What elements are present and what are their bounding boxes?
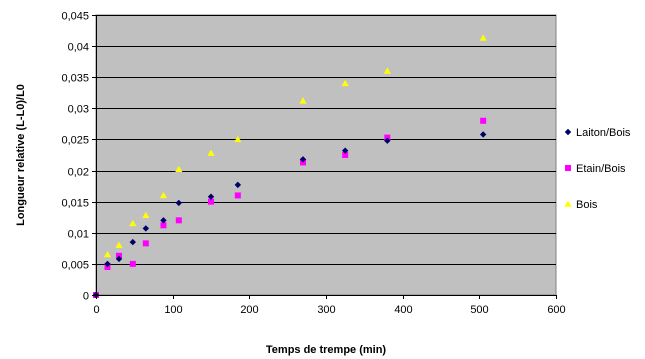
data-point-bois xyxy=(207,149,215,156)
y-tick-label: 0,025 xyxy=(61,135,89,147)
y-tick-label: 0,035 xyxy=(61,73,89,85)
y-tick-label: 0,02 xyxy=(68,167,89,179)
data-point-etain-bois xyxy=(342,152,349,158)
data-point-laiton-bois xyxy=(479,131,487,138)
data-point-etain-bois xyxy=(142,240,149,247)
data-point-bois xyxy=(175,165,183,173)
x-tick-label: 100 xyxy=(164,304,182,316)
data-point-laiton-bois xyxy=(115,255,123,263)
data-points-group xyxy=(92,34,487,299)
y-tick-label: 0,005 xyxy=(61,260,89,272)
data-point-etain-bois xyxy=(208,198,214,205)
plot-background xyxy=(95,14,557,296)
axes-group: Temps de trempe (min) Longueur relative … xyxy=(15,11,566,357)
y-tick-label: 0 xyxy=(83,291,89,303)
legend-marker-etain-bois xyxy=(565,165,571,171)
y-axis-title: Longueur relative (L-L0)/L0 xyxy=(15,84,27,226)
data-point-etain-bois xyxy=(480,117,487,124)
x-tick-label: 200 xyxy=(240,304,258,316)
legend-label-etain-bois: Etain/Bois xyxy=(576,163,626,175)
y-tick-label: 0,03 xyxy=(68,104,89,116)
x-tick-label: 400 xyxy=(394,304,412,316)
data-point-bois xyxy=(341,79,349,87)
x-axis-title: Temps de trempe (min) xyxy=(266,344,387,356)
data-point-bois xyxy=(115,241,123,248)
data-point-bois xyxy=(234,135,242,143)
data-point-laiton-bois xyxy=(175,199,182,207)
y-tick-label: 0,04 xyxy=(68,42,89,54)
data-point-bois xyxy=(479,34,487,41)
data-point-laiton-bois xyxy=(299,156,307,163)
data-point-laiton-bois xyxy=(104,260,111,268)
y-tick-label: 0,01 xyxy=(68,229,89,241)
plot-area-group xyxy=(95,14,557,296)
x-tick-label: 500 xyxy=(470,304,488,316)
y-tick-label: 0,015 xyxy=(61,198,89,210)
x-tick-label: 600 xyxy=(547,304,565,316)
legend-label-bois: Bois xyxy=(576,199,598,211)
data-point-laiton-bois xyxy=(207,193,215,200)
data-point-laiton-bois xyxy=(341,147,349,154)
data-point-laiton-bois xyxy=(160,217,167,224)
data-point-bois xyxy=(103,250,112,258)
data-point-laiton-bois xyxy=(234,181,242,189)
data-point-etain-bois xyxy=(175,217,182,224)
data-point-laiton-bois xyxy=(384,137,391,144)
legend-marker-laiton-bois xyxy=(564,128,572,136)
data-point-bois xyxy=(159,191,168,199)
data-point-bois xyxy=(299,97,307,104)
data-point-laiton-bois xyxy=(142,225,150,232)
data-point-bois xyxy=(383,67,391,74)
x-tick-label: 300 xyxy=(317,304,335,316)
data-point-etain-bois xyxy=(234,192,241,199)
legend: Laiton/Bois Etain/Bois Bois xyxy=(564,127,631,211)
data-point-bois xyxy=(142,211,150,219)
data-point-etain-bois xyxy=(129,260,136,267)
data-point-bois xyxy=(129,219,137,227)
legend-marker-bois xyxy=(564,200,572,207)
legend-label-laiton-bois: Laiton/Bois xyxy=(576,127,631,139)
y-tick-label: 0,045 xyxy=(61,11,89,23)
x-tick-label: 0 xyxy=(93,304,99,316)
data-point-laiton-bois xyxy=(129,238,136,246)
data-point-etain-bois xyxy=(160,222,167,229)
